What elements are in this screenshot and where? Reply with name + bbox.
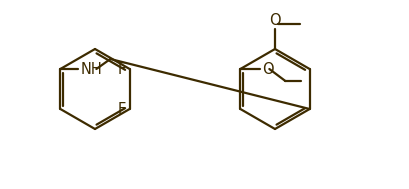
Text: O: O (262, 61, 274, 77)
Text: NH: NH (80, 61, 102, 77)
Text: F: F (117, 61, 126, 77)
Text: F: F (117, 101, 126, 116)
Text: O: O (269, 13, 281, 28)
